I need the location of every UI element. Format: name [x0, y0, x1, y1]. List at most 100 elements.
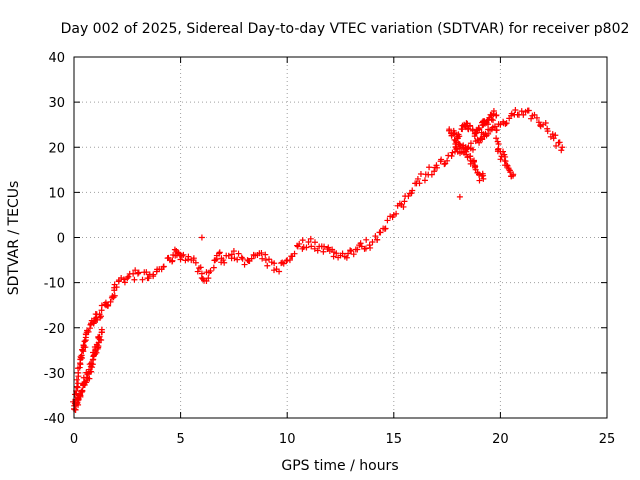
data-point: [305, 239, 312, 246]
data-point: [503, 120, 510, 127]
data-point: [366, 242, 373, 249]
data-point: [325, 244, 332, 251]
data-point: [518, 108, 525, 115]
data-point: [490, 108, 497, 115]
data-point: [213, 255, 220, 262]
data-point: [510, 171, 517, 178]
data-point: [283, 257, 290, 264]
data-point: [239, 255, 246, 262]
data-point: [493, 135, 500, 142]
data-point: [145, 275, 152, 282]
data-point: [475, 124, 482, 131]
data-point: [228, 251, 235, 258]
data-point: [135, 269, 142, 276]
data-point: [528, 115, 535, 122]
data-point: [198, 234, 205, 241]
y-tick-labels: -40 -30 -20 -10 0 10 20 30 40: [44, 51, 65, 427]
data-point: [520, 111, 527, 118]
data-point: [180, 251, 187, 258]
data-point: [98, 337, 105, 344]
data-point: [121, 279, 128, 286]
data-point: [134, 270, 141, 277]
data-point: [339, 250, 346, 257]
data-point: [426, 164, 433, 171]
data-point: [118, 274, 125, 281]
data-point: [506, 167, 513, 174]
y-tick-label: -10: [44, 277, 65, 292]
data-point: [372, 233, 379, 240]
data-point: [230, 248, 237, 255]
y-tick-label: 30: [48, 96, 65, 111]
y-tick-label: -20: [44, 322, 65, 337]
data-point: [241, 261, 248, 268]
data-point: [400, 203, 407, 210]
data-point: [210, 264, 217, 271]
data-point: [258, 249, 265, 256]
data-point: [303, 244, 310, 251]
data-point: [535, 119, 542, 126]
data-point: [190, 257, 197, 264]
x-axis-label: GPS time / hours: [281, 458, 398, 474]
data-point: [107, 298, 114, 305]
data-point: [73, 376, 80, 383]
data-point: [357, 240, 364, 247]
data-point: [456, 193, 463, 200]
data-point: [131, 276, 138, 283]
data-point: [377, 229, 384, 236]
data-point: [354, 246, 361, 253]
data-point: [235, 250, 242, 257]
data-point: [485, 130, 492, 137]
data-point: [111, 292, 118, 299]
data-point: [497, 121, 504, 128]
data-point: [512, 107, 519, 114]
data-point: [343, 254, 350, 261]
data-point: [476, 177, 483, 184]
data-point: [120, 276, 127, 283]
data-point: [299, 237, 306, 244]
data-point: [103, 301, 110, 308]
data-point: [438, 156, 445, 163]
data-point: [73, 383, 80, 390]
data-point: [216, 250, 223, 257]
data-point: [308, 243, 315, 250]
data-point: [493, 112, 500, 119]
data-point: [205, 275, 212, 282]
data-point: [98, 329, 105, 336]
data-point: [132, 267, 139, 274]
data-point: [78, 352, 85, 359]
data-point: [497, 156, 504, 163]
data-point: [490, 117, 497, 124]
data-point: [459, 126, 466, 133]
data-point: [475, 171, 482, 178]
data-point: [143, 269, 150, 276]
data-point: [259, 255, 266, 262]
data-point: [384, 217, 391, 224]
x-tick-labels: 0 5 10 15 20 25: [70, 432, 615, 447]
data-point: [393, 210, 400, 217]
data-point: [82, 344, 89, 351]
data-point: [347, 247, 354, 254]
data-point: [450, 127, 457, 134]
data-point: [348, 248, 355, 255]
plot-area-border: [73, 56, 608, 419]
y-tick-label: 10: [48, 186, 65, 201]
data-point: [559, 144, 566, 151]
data-point: [434, 164, 441, 171]
data-point: [296, 240, 303, 247]
data-point: [85, 328, 92, 335]
data-point: [414, 175, 421, 182]
data-points: [70, 107, 566, 413]
data-point: [262, 251, 269, 258]
x-tick-label: 15: [386, 432, 403, 447]
data-point: [291, 250, 298, 257]
data-point: [467, 160, 474, 167]
data-point: [533, 114, 540, 121]
x-tick-label: 0: [70, 432, 78, 447]
data-point: [363, 236, 370, 243]
y-tick-label: 40: [48, 51, 65, 66]
data-point: [125, 273, 132, 280]
data-point: [374, 236, 381, 243]
data-point: [160, 263, 167, 270]
